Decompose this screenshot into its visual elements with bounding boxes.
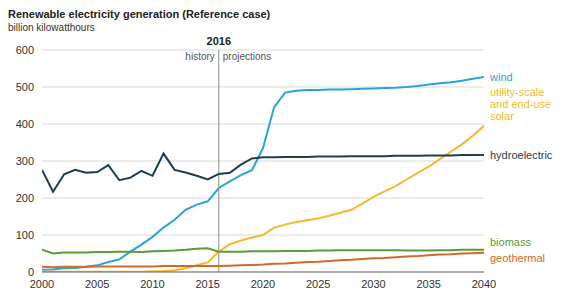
svg-text:2020: 2020	[251, 278, 275, 290]
svg-text:2035: 2035	[417, 278, 441, 290]
svg-text:2000: 2000	[30, 278, 54, 290]
svg-text:geothermal: geothermal	[490, 252, 545, 264]
svg-text:2016: 2016	[207, 35, 231, 47]
svg-text:2025: 2025	[306, 278, 330, 290]
svg-text:projections: projections	[223, 51, 271, 62]
svg-text:2015: 2015	[196, 278, 220, 290]
html-text:Renewable electricity generati: Renewable electricity generation (Refere…	[8, 8, 271, 20]
svg-text:2005: 2005	[85, 278, 109, 290]
html-text:billion kilowatthours: billion kilowatthours	[8, 22, 95, 33]
svg-text:2040: 2040	[472, 278, 496, 290]
svg-text:200: 200	[16, 192, 34, 204]
svg-text:hydroelectric: hydroelectric	[490, 149, 553, 161]
svg-text:2030: 2030	[361, 278, 385, 290]
svg-text:2010: 2010	[140, 278, 164, 290]
svg-text:100: 100	[16, 229, 34, 241]
svg-text:history: history	[185, 51, 214, 62]
svg-text:600: 600	[16, 44, 34, 56]
svg-text:0: 0	[28, 266, 34, 278]
svg-text:utility-scaleand end-usesolar: utility-scaleand end-usesolar	[490, 86, 551, 122]
svg-text:300: 300	[16, 155, 34, 167]
svg-text:wind: wind	[489, 71, 513, 83]
svg-text:biomass: biomass	[490, 236, 531, 248]
svg-text:500: 500	[16, 81, 34, 93]
svg-text:400: 400	[16, 118, 34, 130]
